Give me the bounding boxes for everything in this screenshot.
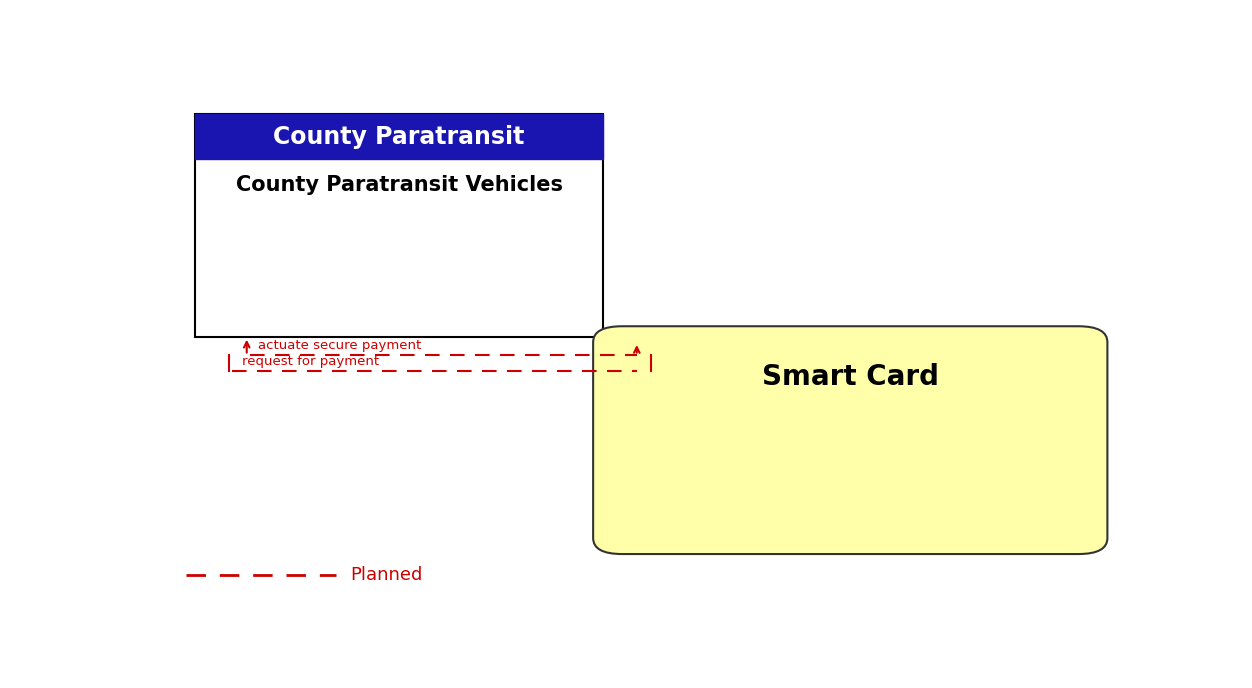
- Text: Planned: Planned: [351, 566, 423, 584]
- Text: request for payment: request for payment: [242, 354, 379, 367]
- Text: Smart Card: Smart Card: [761, 363, 939, 391]
- Text: actuate secure payment: actuate secure payment: [258, 338, 422, 352]
- Text: County Paratransit: County Paratransit: [273, 125, 525, 149]
- Bar: [195, 114, 602, 337]
- Bar: [195, 114, 602, 160]
- Text: County Paratransit Vehicles: County Paratransit Vehicles: [235, 175, 562, 195]
- FancyBboxPatch shape: [593, 326, 1107, 554]
